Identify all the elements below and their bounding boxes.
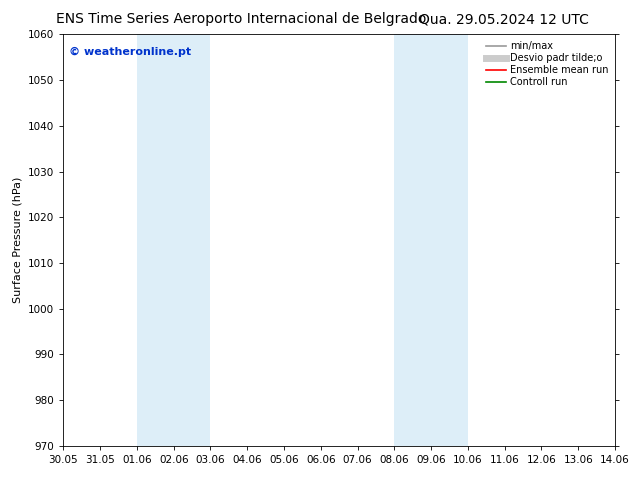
Text: Qua. 29.05.2024 12 UTC: Qua. 29.05.2024 12 UTC — [419, 12, 589, 26]
Text: ENS Time Series Aeroporto Internacional de Belgrado: ENS Time Series Aeroporto Internacional … — [56, 12, 426, 26]
Y-axis label: Surface Pressure (hPa): Surface Pressure (hPa) — [13, 177, 23, 303]
Bar — [137, 34, 210, 446]
Text: © weatheronline.pt: © weatheronline.pt — [69, 47, 191, 57]
Bar — [394, 34, 468, 446]
Legend: min/max, Desvio padr tilde;o, Ensemble mean run, Controll run: min/max, Desvio padr tilde;o, Ensemble m… — [484, 39, 610, 89]
